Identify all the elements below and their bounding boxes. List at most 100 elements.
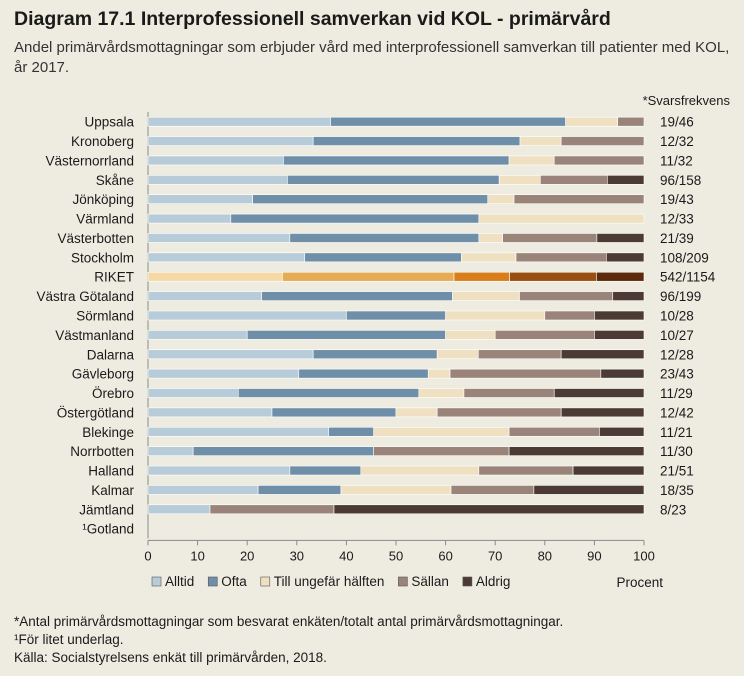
bar-segment: [508, 426, 600, 437]
bar-segment: [147, 116, 331, 127]
legend-label: Aldrig: [476, 574, 511, 589]
bar-segment: [449, 368, 602, 379]
category-label: Jönköping: [72, 192, 134, 207]
bar-segment: [560, 407, 645, 418]
bar-segment: [304, 252, 462, 263]
category-label: Dalarna: [87, 347, 135, 362]
bar-segment: [237, 388, 420, 398]
bar-segment: [147, 252, 306, 263]
legend-label: Alltid: [165, 574, 194, 589]
bar-segment: [560, 136, 645, 146]
response-rate-label: 11/32: [660, 153, 693, 168]
bar-segment: [147, 465, 291, 476]
response-rate-label: 23/43: [660, 367, 694, 382]
category-label: RIKET: [94, 270, 134, 285]
category-label: Gävleborg: [72, 367, 134, 382]
bar-segment: [553, 388, 645, 398]
response-rate-label: 19/46: [660, 115, 694, 130]
bar-segment: [209, 504, 335, 515]
category-label: Skåne: [96, 173, 134, 188]
bar-segment: [612, 291, 645, 301]
legend-label: Sällan: [411, 574, 449, 589]
bar-segment: [498, 175, 541, 185]
response-rate-label: 21/39: [660, 231, 694, 246]
bar-segment: [436, 349, 479, 360]
bar-segment: [312, 349, 438, 360]
legend-swatch: [462, 576, 473, 587]
legend-swatch: [207, 576, 218, 587]
bar-segment: [147, 504, 211, 515]
bar-segment: [594, 310, 645, 321]
category-label: Västmanland: [55, 328, 134, 343]
bar-segment: [192, 446, 374, 456]
x-tick-label: 10: [190, 548, 204, 563]
response-rate-label: 12/42: [660, 405, 694, 420]
bar-segment: [340, 485, 452, 495]
bar-segment: [453, 271, 510, 282]
chart-title: Diagram 17.1 Interprofessionell samverka…: [14, 8, 611, 30]
bar-segment: [533, 485, 645, 495]
bar-segment: [450, 485, 535, 495]
response-rate-label: 10/27: [660, 328, 694, 343]
bar-segment: [600, 368, 645, 379]
category-label: Östergötland: [57, 405, 134, 420]
category-label: ¹Gotland: [82, 522, 134, 537]
bar-segment: [606, 175, 645, 185]
bar-segment: [147, 485, 259, 495]
x-tick-label: 100: [633, 548, 655, 563]
legend-swatch: [398, 576, 408, 587]
bar-segment: [463, 388, 555, 398]
bar-segment: [289, 465, 362, 476]
bar-segment: [452, 291, 520, 301]
bar-segment: [257, 485, 342, 495]
response-rate-label: 8/23: [660, 502, 686, 517]
bar-segment: [418, 388, 465, 398]
bar-segment: [445, 330, 496, 340]
chart-subtitle: Andel primärvårdsmottagningar som erbjud…: [14, 39, 730, 76]
bar-segment: [487, 194, 515, 205]
bar-segment: [395, 407, 438, 418]
bar-segment: [373, 426, 510, 437]
bar-segment: [560, 349, 645, 360]
category-label: Halland: [88, 464, 134, 479]
bar-segment: [478, 233, 503, 243]
response-rate-label: 12/32: [660, 134, 694, 149]
legend-label: Ofta: [221, 574, 247, 589]
bar-segment: [282, 271, 455, 282]
bar-segment: [596, 233, 645, 243]
response-rate-label: 12/28: [660, 347, 694, 362]
category-label: Stockholm: [71, 250, 134, 265]
footnote-insufficient-data: ¹För litet underlag.: [14, 632, 124, 647]
bar-segment: [461, 252, 517, 263]
x-tick-label: 90: [587, 548, 601, 563]
bar-segment: [478, 465, 574, 476]
bar-segment: [508, 155, 555, 166]
bar-segment: [147, 330, 248, 340]
bar-segment: [246, 330, 446, 340]
bar-segment: [283, 155, 510, 166]
bar-segment: [553, 155, 645, 166]
bar-segment: [360, 465, 480, 476]
bar-segment: [544, 310, 595, 321]
bar-segment: [328, 426, 374, 437]
category-label: Jämtland: [79, 502, 134, 517]
legend-label: Till ungefär hälften: [274, 574, 385, 589]
response-rate-label: 19/43: [660, 192, 694, 207]
bar-segment: [519, 291, 614, 301]
x-tick-label: 0: [144, 548, 151, 563]
category-label: Uppsala: [84, 115, 134, 130]
bar-segment: [436, 407, 562, 418]
bar-segment: [617, 116, 645, 127]
x-axis-title: Procent: [616, 575, 663, 590]
bar-segment: [230, 213, 480, 224]
response-rate-label: 96/199: [660, 289, 701, 304]
footnote-source: Källa: Socialstyrelsens enkät till primä…: [14, 650, 327, 665]
category-label: Västernorrland: [45, 153, 134, 168]
bar-segment: [147, 155, 284, 166]
category-label: Västra Götaland: [36, 289, 134, 304]
bar-segment: [147, 271, 283, 282]
x-tick-label: 40: [339, 548, 353, 563]
bar-segment: [147, 175, 288, 185]
category-label: Kalmar: [91, 483, 134, 498]
x-tick-label: 60: [438, 548, 452, 563]
